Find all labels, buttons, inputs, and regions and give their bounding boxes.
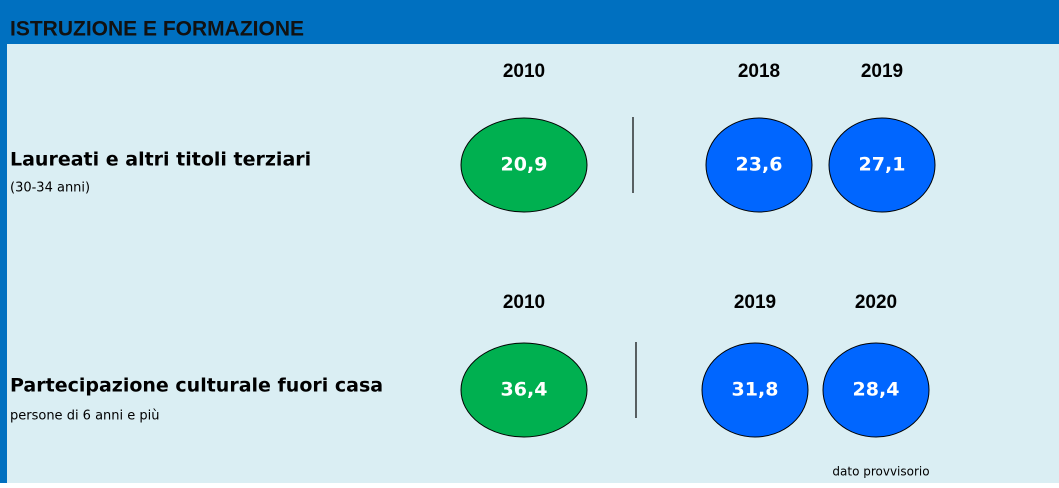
indicator-note: persone di 6 anni e più (10, 409, 160, 424)
indicator-note: (30-34 anni) (10, 181, 90, 196)
year-label: 2010 (503, 292, 545, 313)
recent-circle (822, 342, 930, 438)
year-label: 2019 (861, 61, 903, 82)
footnote: dato provvisorio (832, 465, 929, 479)
recent-circle (828, 117, 936, 213)
baseline-value: 36,4 (501, 379, 548, 401)
baseline-circle (460, 117, 588, 213)
indicator-label: Partecipazione culturale fuori casa (10, 375, 383, 397)
header-title: ISTRUZIONE E FORMAZIONE (10, 18, 304, 41)
year-label: 2020 (855, 292, 897, 313)
year-label: 2010 (503, 61, 545, 82)
recent-value: 31,8 (732, 379, 779, 401)
year-label: 2018 (738, 61, 780, 82)
recent-circle (701, 342, 809, 438)
recent-value: 23,6 (736, 154, 783, 176)
recent-value: 27,1 (859, 154, 906, 176)
recent-value: 28,4 (853, 379, 900, 401)
baseline-value: 20,9 (501, 154, 548, 176)
header-band (0, 0, 1059, 44)
recent-circle (705, 117, 813, 213)
indicator-label: Laureati e altri titoli terziari (10, 149, 311, 171)
left-border (0, 0, 7, 483)
year-label: 2019 (734, 292, 776, 313)
baseline-circle (460, 342, 588, 438)
